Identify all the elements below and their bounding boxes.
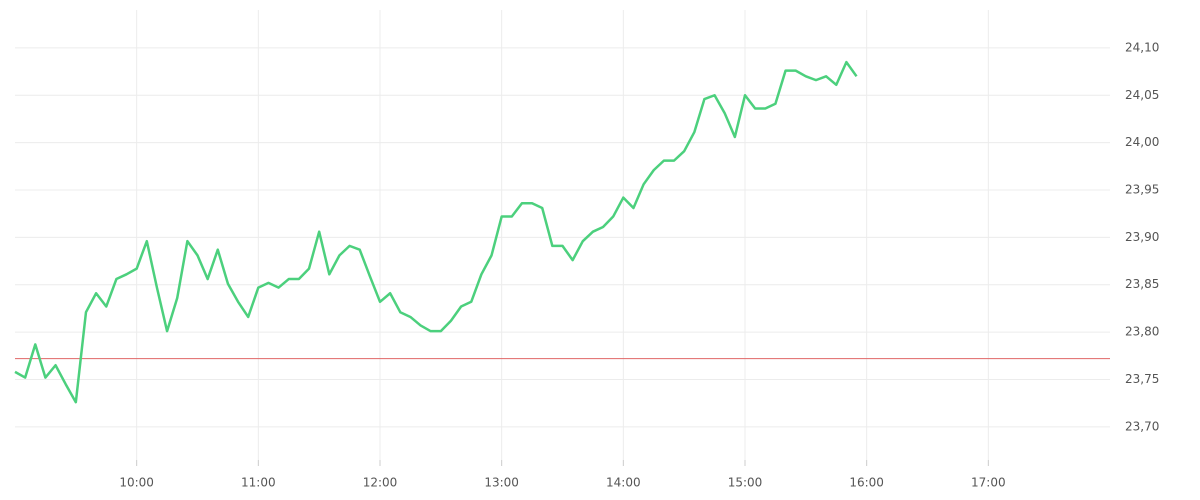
- x-tick-label: 16:00: [849, 476, 884, 490]
- x-tick-label: 15:00: [728, 476, 763, 490]
- x-tick-label: 17:00: [971, 476, 1006, 490]
- y-tick-label: 24,05: [1125, 88, 1159, 102]
- x-tick-label: 12:00: [363, 476, 398, 490]
- y-tick-label: 24,10: [1125, 40, 1159, 54]
- y-tick-label: 23,95: [1125, 183, 1159, 197]
- x-tick-label: 14:00: [606, 476, 641, 490]
- x-tick-label: 11:00: [241, 476, 276, 490]
- y-tick-label: 23,75: [1125, 372, 1159, 386]
- y-tick-label: 24,00: [1125, 135, 1159, 149]
- x-tick-label: 10:00: [119, 476, 154, 490]
- x-tick-label: 13:00: [484, 476, 519, 490]
- y-tick-label: 23,80: [1125, 325, 1159, 339]
- y-tick-label: 23,70: [1125, 419, 1159, 433]
- y-tick-label: 23,90: [1125, 230, 1159, 244]
- price-line: [14, 60, 858, 404]
- y-tick-label: 23,85: [1125, 277, 1159, 291]
